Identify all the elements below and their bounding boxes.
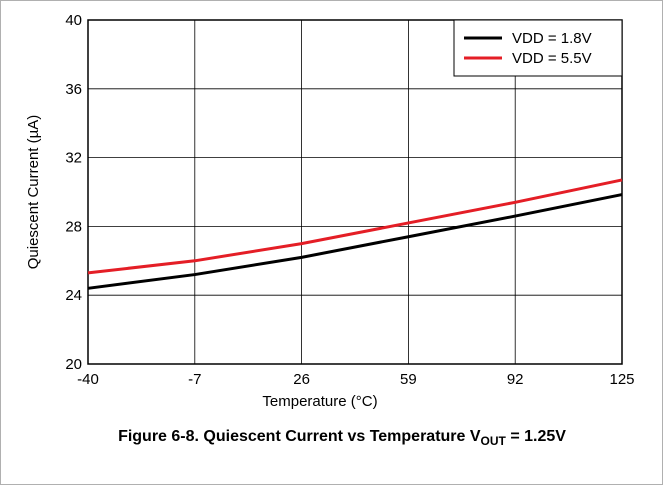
caption-part: Figure 6-8. Quiescent Current vs Tempera…: [118, 428, 481, 445]
legend-label: VDD = 5.5V: [512, 50, 592, 67]
y-tick-label: 36: [65, 81, 82, 98]
y-tick-label: 20: [65, 356, 82, 373]
x-tick-label: 125: [609, 371, 634, 388]
x-tick-label: -40: [77, 371, 99, 388]
x-tick-label: 26: [293, 371, 310, 388]
y-tick-label: 40: [65, 12, 82, 29]
caption-part: = 1.25V: [506, 428, 566, 445]
caption: Figure 6-8. Quiescent Current vs Tempera…: [118, 428, 566, 448]
x-tick-label: 59: [400, 371, 417, 388]
y-tick-label: 24: [65, 287, 82, 304]
series-line: [87, 193, 623, 290]
series-line: [87, 178, 623, 275]
x-tick-label: 92: [507, 371, 524, 388]
y-tick-label: 28: [65, 218, 82, 235]
y-axis-label: Quiescent Current (µA): [25, 115, 42, 270]
x-tick-label: -7: [188, 371, 201, 388]
legend-label: VDD = 1.8V: [512, 30, 592, 47]
y-tick-label: 32: [65, 150, 82, 167]
caption-sub: OUT: [481, 434, 507, 448]
x-axis-label: Temperature (°C): [262, 393, 377, 410]
plot-border: [87, 19, 623, 365]
legend-box: [453, 19, 623, 77]
